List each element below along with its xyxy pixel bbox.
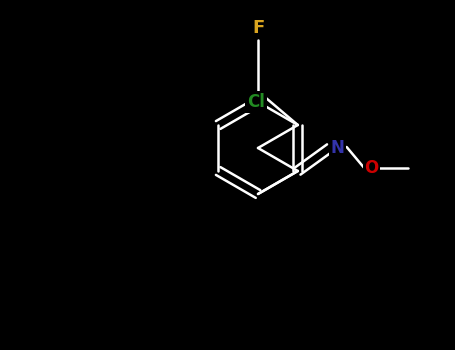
Text: O: O xyxy=(364,159,379,176)
Text: N: N xyxy=(331,139,344,157)
Text: Cl: Cl xyxy=(247,93,265,111)
Text: F: F xyxy=(252,19,264,37)
